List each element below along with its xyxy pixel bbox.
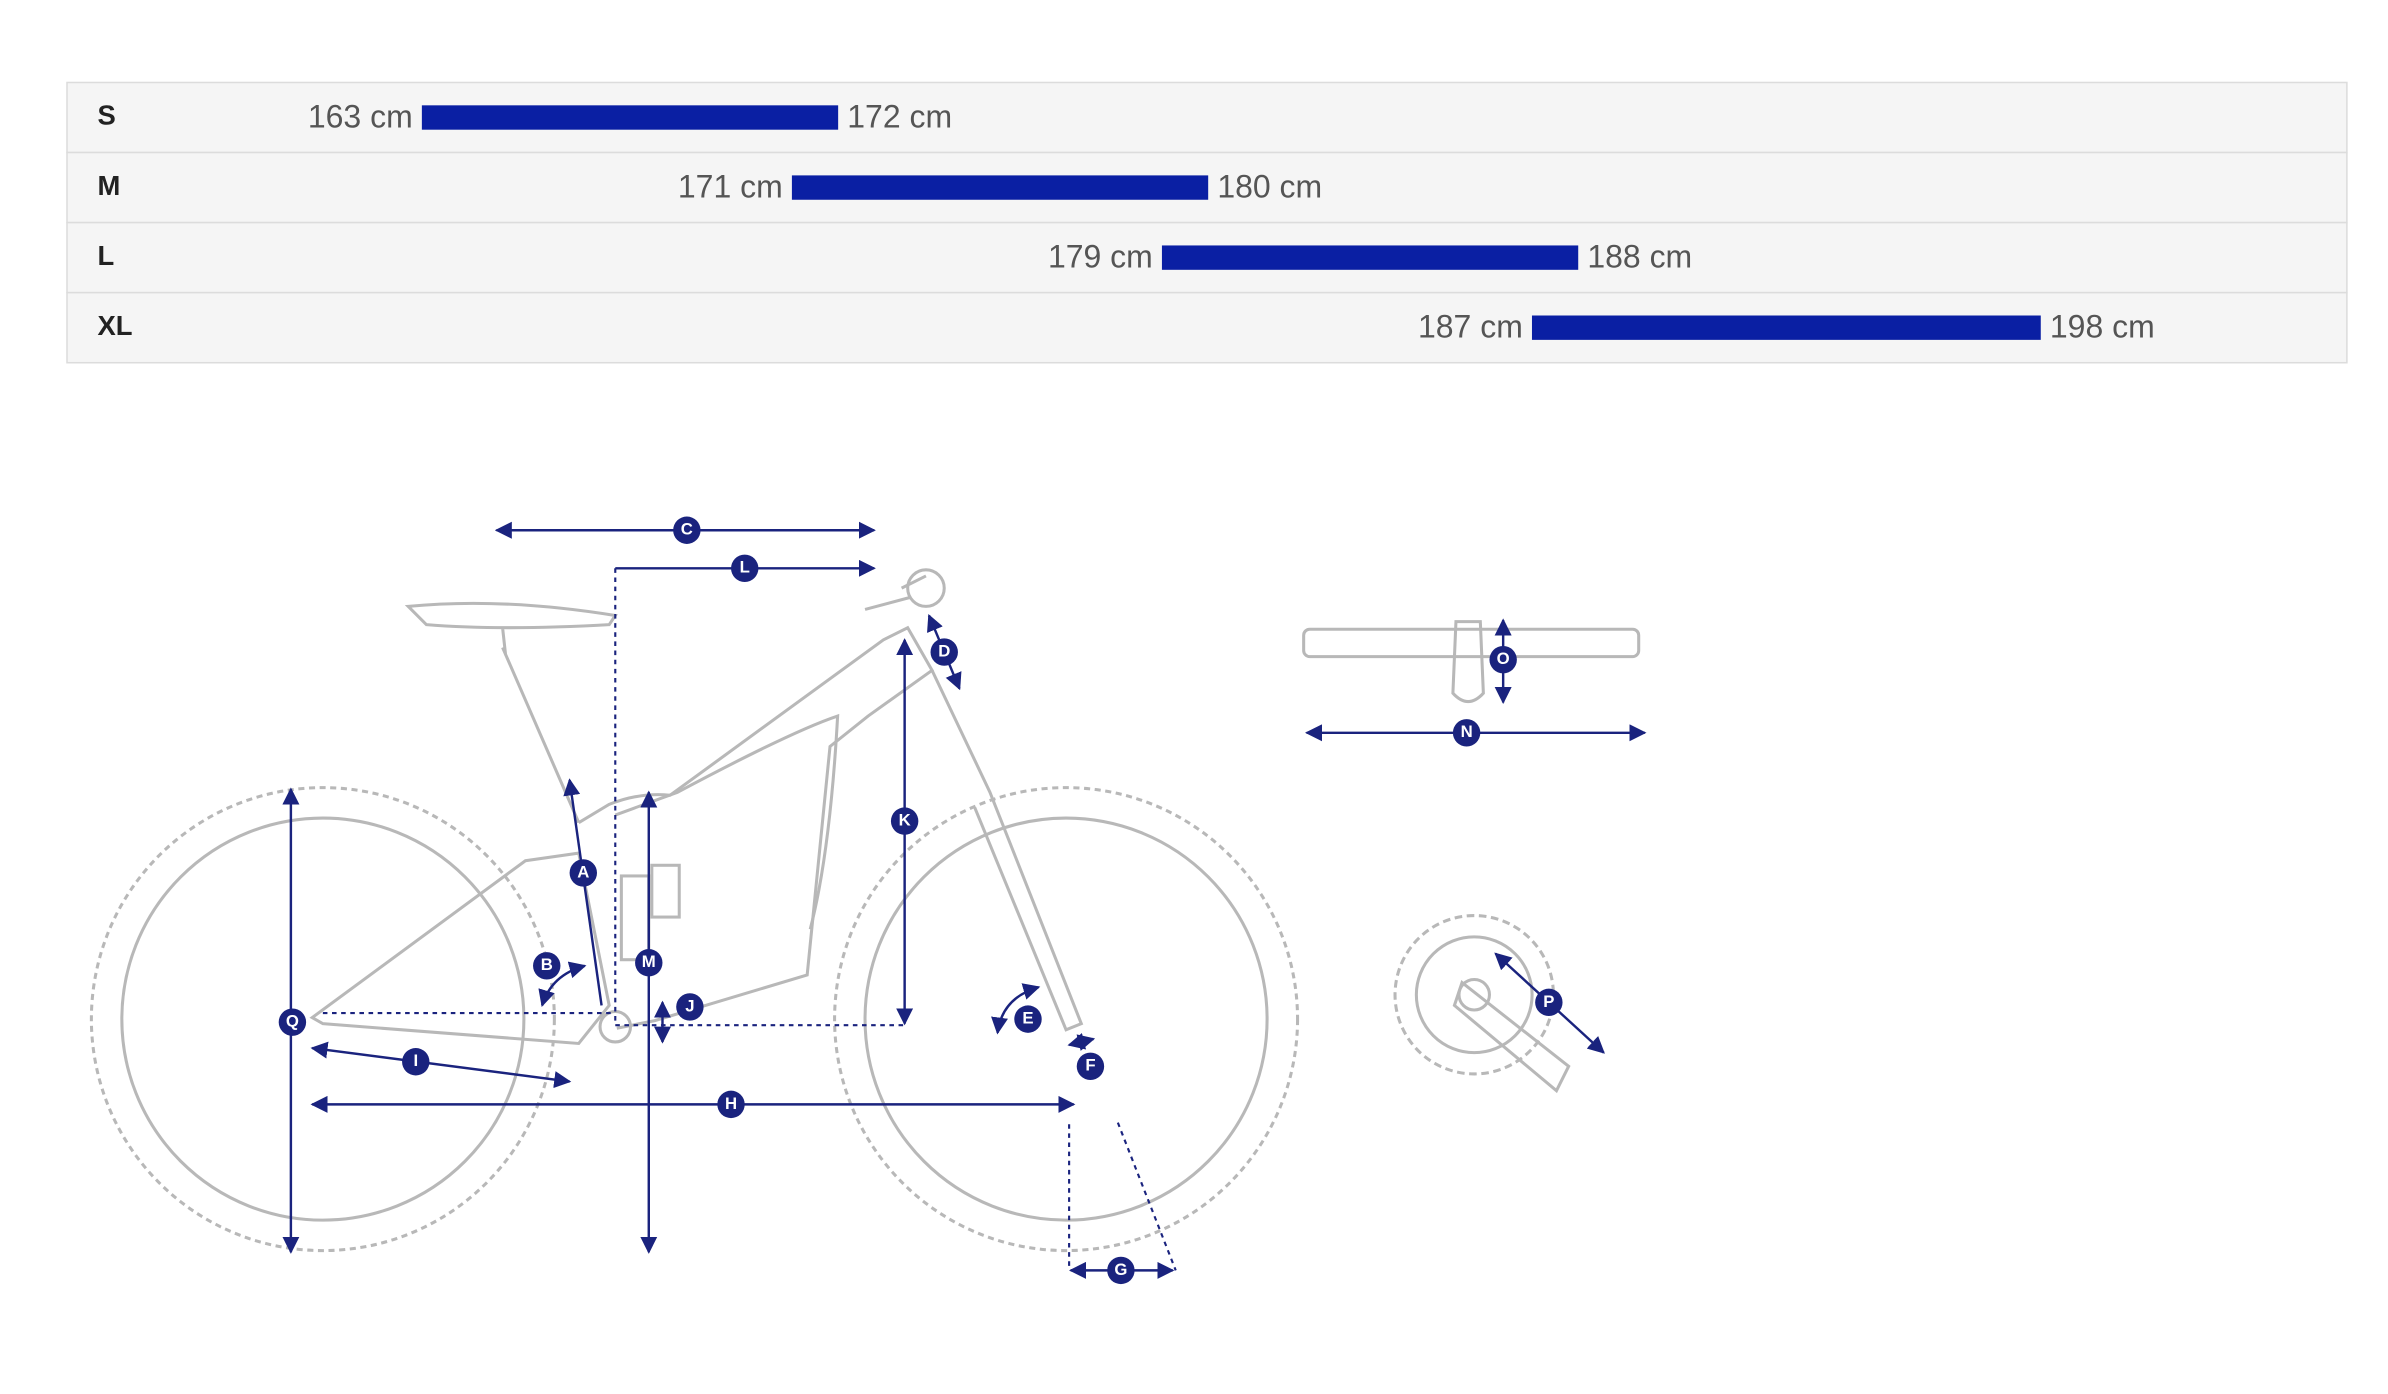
range-bar — [421, 105, 839, 130]
marker-label: O — [1497, 649, 1510, 668]
dim-guide — [1116, 1122, 1177, 1271]
marker — [717, 1090, 745, 1119]
handlebar — [1302, 627, 1641, 659]
markers: C L D O N K A B M J Q E F I H P G — [278, 516, 1563, 1285]
max-label: 180 cm — [1217, 169, 1322, 205]
marker — [1014, 1005, 1042, 1033]
range-bar — [1161, 245, 1579, 270]
stem-side — [1451, 620, 1485, 704]
marker — [1076, 1052, 1105, 1081]
marker-label: B — [541, 955, 553, 974]
marker — [402, 1048, 430, 1076]
marker-label: K — [899, 811, 911, 830]
dimension-lines — [282, 521, 1647, 1279]
size-label: XL — [97, 310, 132, 341]
marker-label: M — [642, 952, 656, 971]
marker — [890, 807, 919, 835]
marker-label: E — [1022, 1009, 1033, 1028]
marker — [1535, 988, 1563, 1017]
marker-label: F — [1085, 1056, 1095, 1075]
marker-label: J — [685, 996, 694, 1015]
size-label: M — [97, 170, 120, 201]
dim-line — [563, 778, 603, 1006]
shock-reservoir — [650, 863, 681, 919]
rear-rim — [120, 816, 526, 1222]
marker-label: G — [1114, 1260, 1127, 1279]
marker-label: N — [1461, 722, 1473, 741]
max-label: 172 cm — [847, 98, 952, 134]
marker — [1107, 1256, 1135, 1285]
marker-label: I — [413, 1051, 418, 1070]
shock — [619, 874, 651, 962]
marker — [278, 1008, 307, 1036]
saddle — [404, 601, 618, 824]
chainring-inner — [1414, 935, 1534, 1055]
stem — [864, 574, 927, 611]
marker — [635, 949, 663, 977]
max-label: 198 cm — [2050, 309, 2155, 345]
spindle — [1457, 977, 1491, 1012]
dim-arc — [538, 961, 587, 1008]
marker — [676, 993, 704, 1021]
bike-drawing — [89, 568, 1641, 1253]
marker — [569, 859, 597, 887]
marker — [673, 516, 701, 544]
max-label: 188 cm — [1587, 239, 1692, 275]
rear-triangle — [309, 851, 611, 1046]
marker — [731, 554, 759, 583]
front-rim — [863, 816, 1269, 1222]
min-label: 171 cm — [678, 169, 783, 205]
bar-clamp — [906, 568, 946, 608]
marker-label: L — [740, 558, 750, 577]
marker-label: Q — [286, 1012, 299, 1031]
marker-label: P — [1543, 992, 1554, 1011]
size-label: L — [97, 240, 114, 271]
front-tire — [833, 786, 1300, 1253]
top-tube — [614, 713, 840, 930]
min-label: 187 cm — [1418, 309, 1523, 345]
marker-label: D — [938, 641, 950, 660]
size-label: S — [97, 100, 115, 131]
dim-arc — [991, 983, 1041, 1035]
frame — [577, 625, 935, 1030]
size-table: S 163 cm 172 cm M 171 cm 180 cm L 179 cm 188 cm X… — [66, 81, 2348, 364]
chainring — [1393, 914, 1555, 1076]
dim-line — [1067, 1032, 1096, 1051]
marker — [1489, 645, 1517, 674]
fork — [930, 669, 1084, 1032]
marker — [1452, 719, 1481, 747]
marker — [930, 638, 958, 666]
marker-label: H — [725, 1094, 737, 1113]
range-bar — [1531, 315, 2041, 340]
marker-label: A — [577, 862, 589, 881]
range-bar — [791, 175, 1209, 200]
marker — [533, 952, 561, 980]
rear-tire — [89, 786, 556, 1253]
min-label: 163 cm — [308, 98, 413, 134]
min-label: 179 cm — [1048, 239, 1153, 275]
marker-label: C — [681, 520, 693, 539]
dim-line — [310, 1041, 572, 1089]
